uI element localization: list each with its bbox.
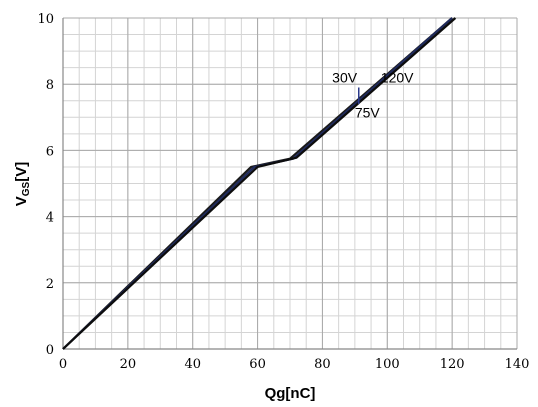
y-tick-label: 2	[46, 277, 54, 292]
y-tick-labels: 0 2 4 6 8 10	[37, 12, 54, 358]
x-tick-label: 100	[375, 357, 400, 372]
x-tick-label: 60	[249, 357, 266, 372]
annotations: 30V 120V 75V	[332, 70, 414, 121]
y-tick-label: 8	[46, 78, 54, 93]
x-tick-label: 120	[440, 357, 465, 372]
annotation-30v: 30V	[332, 70, 358, 86]
annotation-120v: 120V	[381, 70, 414, 86]
annotation-75v: 75V	[355, 104, 381, 120]
y-tick-label: 6	[46, 144, 54, 159]
grid-minor	[62, 17, 518, 350]
series-line-120v	[62, 17, 457, 350]
y-axis-label-main: V	[13, 196, 30, 206]
y-axis-label-unit: [V]	[13, 162, 30, 182]
x-tick-labels: 0 20 40 60 80 100 120 140	[59, 357, 530, 372]
x-tick-label: 40	[184, 357, 201, 372]
y-tick-label: 4	[46, 211, 54, 226]
x-tick-label: 140	[505, 357, 530, 372]
x-tick-label: 0	[59, 357, 67, 372]
y-tick-label: 10	[37, 12, 54, 27]
x-axis-label: Qg[nC]	[265, 385, 316, 402]
y-axis-label: VGS[V]	[13, 162, 32, 206]
y-tick-label: 0	[46, 343, 54, 358]
axes	[62, 18, 517, 350]
x-tick-label: 80	[314, 357, 331, 372]
x-tick-label: 20	[120, 357, 137, 372]
y-axis-label-sub: GS	[21, 181, 32, 196]
series-lines	[62, 17, 457, 350]
